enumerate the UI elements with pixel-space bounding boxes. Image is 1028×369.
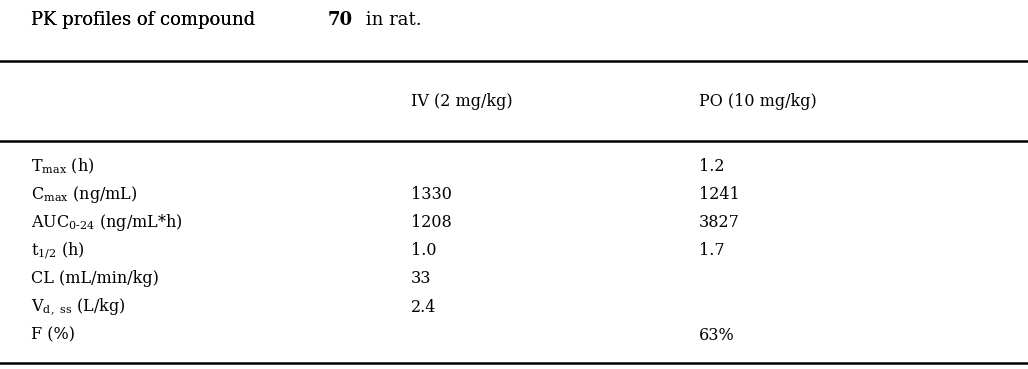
Text: CL (mL/min/kg): CL (mL/min/kg) [31,270,158,287]
Text: PO (10 mg/kg): PO (10 mg/kg) [699,93,817,110]
Text: $C_{\rm max}$ (ng/mL): $C_{\rm max}$ (ng/mL) [31,184,138,205]
Text: AUC$_{0\text{-}24}$ (ng/mL*h): AUC$_{0\text{-}24}$ (ng/mL*h) [31,213,182,233]
Text: 70: 70 [328,11,353,29]
Text: F (%): F (%) [31,327,75,344]
Text: $T_{\rm max}$ (h): $T_{\rm max}$ (h) [31,157,95,176]
Text: PK profiles of compound: PK profiles of compound [31,11,261,29]
Text: in rat.: in rat. [360,11,421,29]
Text: PK profiles of compound: PK profiles of compound [31,11,261,29]
Text: 1.2: 1.2 [699,158,725,175]
Text: 2.4: 2.4 [411,299,437,315]
Text: 1.7: 1.7 [699,242,725,259]
Text: $t_{1/2}$ (h): $t_{1/2}$ (h) [31,240,84,262]
Text: 63%: 63% [699,327,735,344]
Text: 3827: 3827 [699,214,740,231]
Text: 1.0: 1.0 [411,242,437,259]
Text: IV (2 mg/kg): IV (2 mg/kg) [411,93,513,110]
Text: 1208: 1208 [411,214,452,231]
Text: 1241: 1241 [699,186,740,203]
Text: $V_{\rm d,\ ss}$ (L/kg): $V_{\rm d,\ ss}$ (L/kg) [31,296,125,318]
Text: 33: 33 [411,270,432,287]
Text: 1330: 1330 [411,186,452,203]
